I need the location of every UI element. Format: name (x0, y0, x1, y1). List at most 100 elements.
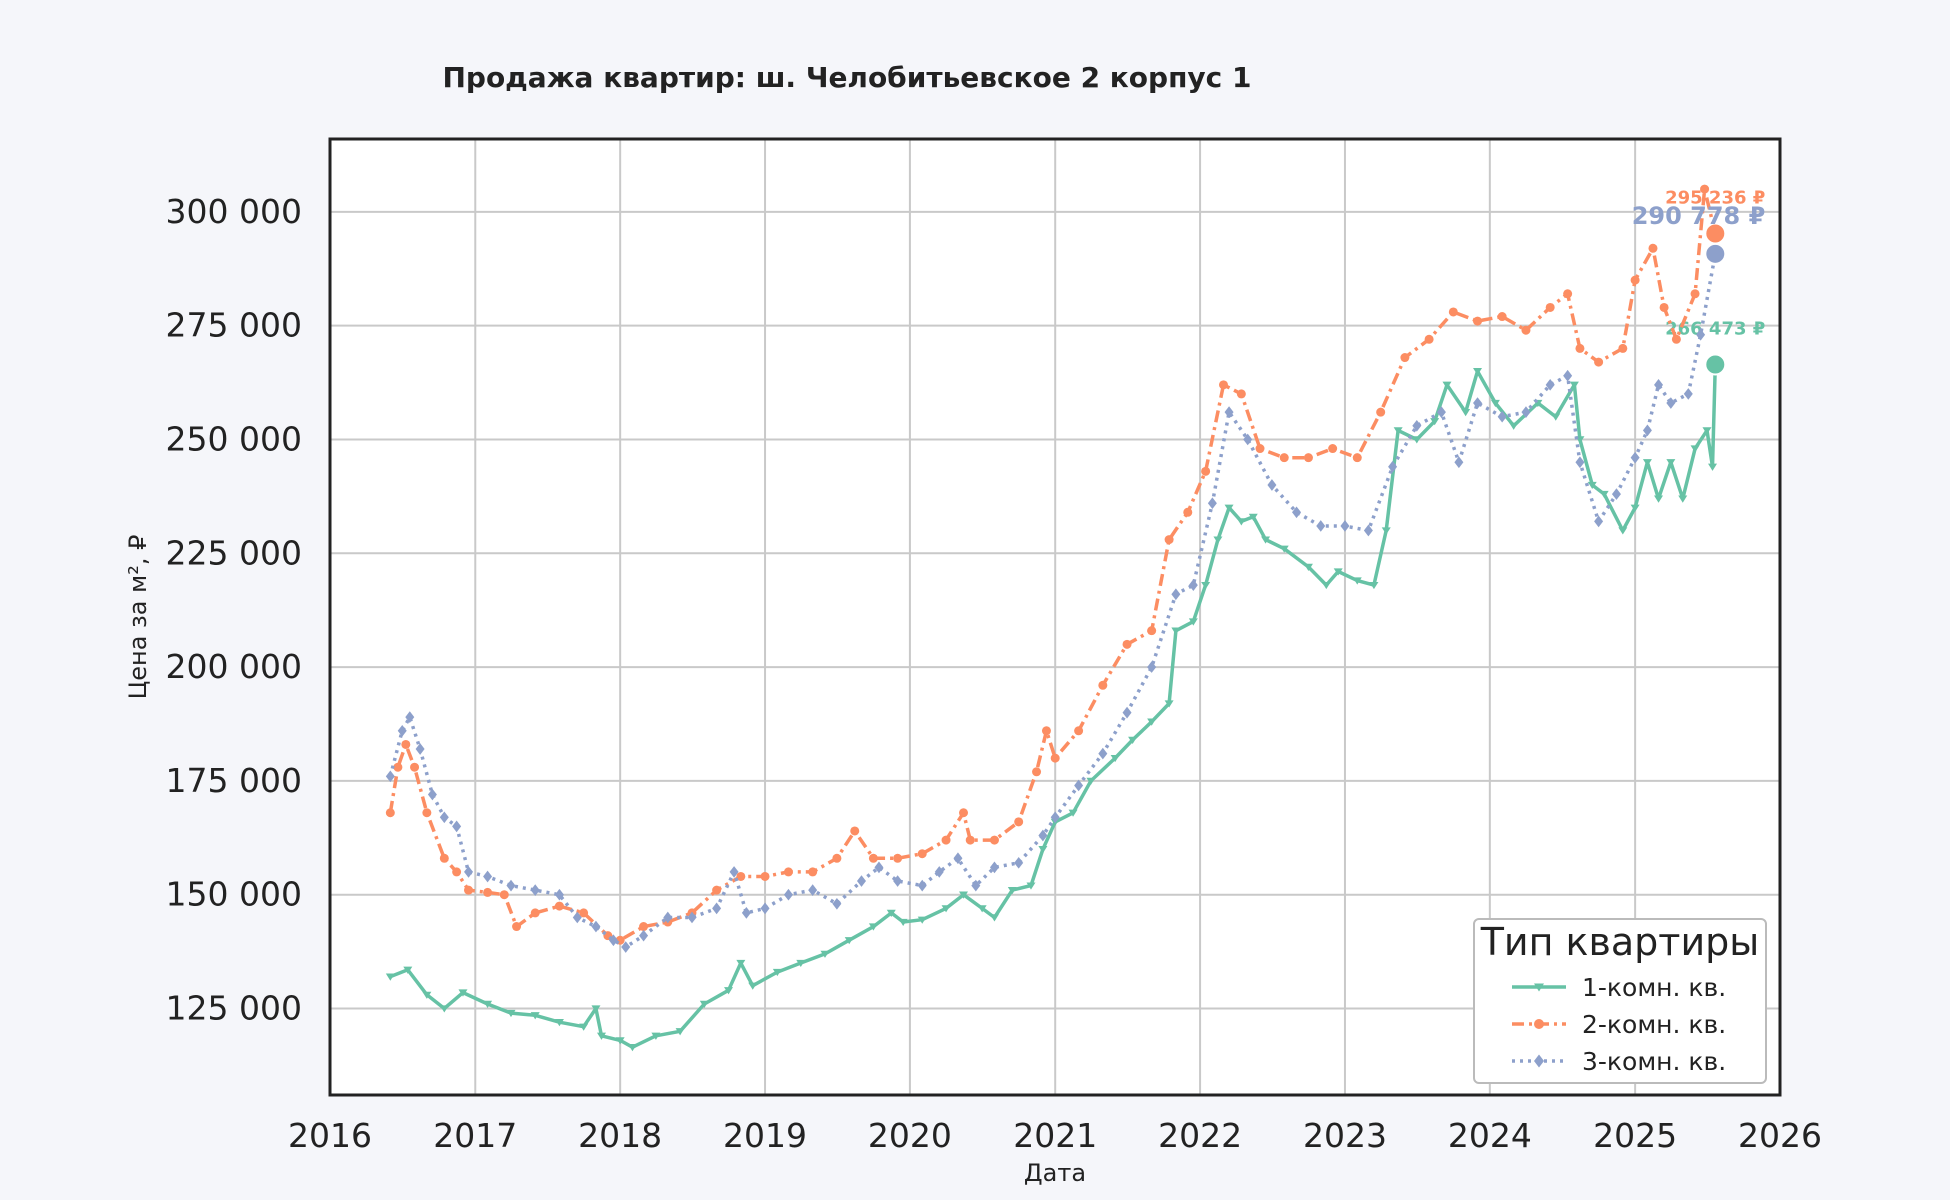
data-point (530, 884, 540, 896)
data-point (1243, 433, 1253, 446)
data-point (591, 920, 601, 933)
data-point (1424, 334, 1434, 344)
data-point (554, 888, 564, 901)
data-point (397, 724, 407, 737)
data-point (483, 870, 493, 883)
data-point (1333, 568, 1343, 576)
data-point (1014, 856, 1024, 869)
data-point (1696, 328, 1706, 341)
y-axis-label: Цена за м², ₽ (124, 535, 152, 700)
data-point (1086, 777, 1096, 785)
data-point (893, 875, 903, 887)
data-point (1007, 886, 1017, 895)
data-point (917, 849, 927, 859)
data-point (1352, 577, 1362, 585)
data-point (748, 982, 758, 990)
data-point (597, 1032, 607, 1040)
data-point (1381, 527, 1391, 535)
data-point (989, 835, 999, 845)
data-point (1473, 316, 1483, 326)
data-point (1599, 490, 1609, 499)
data-point (1201, 466, 1211, 476)
data-point (608, 934, 618, 947)
legend-box (1473, 918, 1767, 1084)
data-point (401, 739, 411, 749)
data-point (1041, 726, 1051, 736)
x-tick-label: 2021 (1013, 1116, 1097, 1155)
data-point (736, 871, 746, 881)
data-point (1461, 408, 1471, 417)
data-point (1648, 243, 1658, 253)
data-point (1575, 343, 1585, 353)
data-point (627, 1044, 637, 1052)
data-point (1340, 520, 1350, 532)
data-point (989, 914, 999, 922)
data-point (410, 762, 420, 772)
data-point (1630, 504, 1640, 512)
data-point (971, 879, 981, 892)
data-point (439, 853, 449, 863)
data-point (1147, 626, 1157, 636)
data-point (1376, 407, 1386, 417)
data-point (512, 922, 522, 932)
data-point (808, 884, 818, 896)
data-point (712, 902, 722, 915)
data-point (1303, 453, 1313, 463)
data-point (868, 923, 878, 931)
data-point (1618, 527, 1628, 535)
data-point (1587, 481, 1597, 490)
chart-title: Продажа квартир: ш. Челобитьевское 2 кор… (442, 61, 1251, 94)
data-point (1213, 536, 1223, 544)
data-point (1248, 513, 1258, 521)
data-point (1068, 809, 1078, 817)
data-point (1201, 581, 1211, 590)
data-point (917, 916, 927, 924)
data-point (1700, 184, 1710, 194)
data-point (639, 929, 649, 942)
data-point (506, 1009, 516, 1018)
data-point (1279, 453, 1289, 463)
data-point (554, 1019, 564, 1027)
data-point (1328, 444, 1338, 454)
data-point (1032, 767, 1042, 777)
data-point (615, 1037, 625, 1045)
data-point (1188, 618, 1198, 626)
data-point (1654, 495, 1664, 503)
data-point (1671, 334, 1681, 344)
data-point (1473, 397, 1483, 409)
x-axis-label: Дата (1024, 1159, 1086, 1187)
data-point (959, 808, 969, 818)
data-point (1074, 726, 1084, 736)
data-point (1183, 507, 1193, 517)
last-value-dot (1704, 242, 1727, 265)
data-point (385, 808, 395, 818)
data-point (483, 1000, 493, 1009)
data-point (1321, 581, 1331, 590)
y-tick-label: 175 000 (166, 761, 302, 800)
data-point (1659, 302, 1669, 312)
legend: Тип квартиры 1-комн. кв. 2-комн. кв. 3-ком… (1473, 918, 1767, 1084)
data-point (1352, 453, 1362, 463)
data-point (783, 888, 793, 901)
data-point (1642, 424, 1652, 437)
data-point (729, 866, 739, 878)
data-point (1207, 497, 1217, 510)
data-point (1147, 661, 1157, 673)
data-point (953, 852, 963, 865)
data-point (1267, 479, 1277, 491)
grid (329, 139, 1781, 1095)
data-point (1490, 399, 1500, 408)
data-point (1545, 378, 1555, 391)
data-point (1400, 353, 1410, 363)
data-point (1122, 639, 1132, 649)
legend-label: 2-комн. кв. (1582, 1010, 1726, 1039)
data-point (1509, 422, 1519, 430)
x-tick-label: 2018 (578, 1116, 662, 1155)
data-point (820, 950, 830, 958)
data-point (464, 866, 474, 878)
data-point (1074, 779, 1084, 792)
data-point (1666, 459, 1676, 467)
data-point (1164, 535, 1174, 545)
last-value-dot (1704, 353, 1727, 376)
